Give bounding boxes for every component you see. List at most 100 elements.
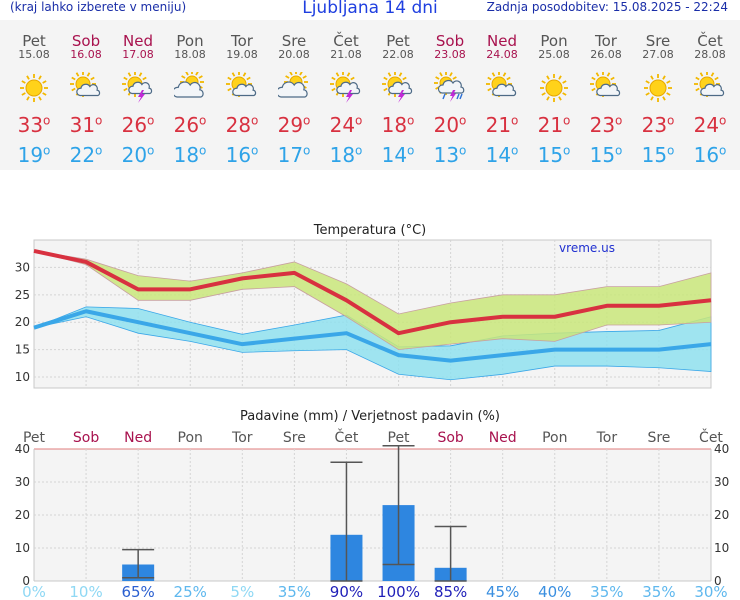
max-temp: 26o	[121, 113, 155, 137]
temperature-y-tick: 20	[15, 315, 30, 329]
precipitation-probability: 25%	[174, 583, 207, 600]
precipitation-probability: 45%	[486, 583, 519, 600]
max-temp-value: 23	[641, 113, 668, 137]
precipitation-probability: 85%	[434, 583, 467, 600]
precip-day-label: Pon	[542, 430, 567, 446]
precip-day-label: Sre	[283, 430, 306, 446]
temperature-y-tick: 25	[15, 288, 30, 302]
max-temp-value: 18	[381, 113, 408, 137]
sun-cloud-icon	[684, 71, 736, 108]
min-temp-value: 15	[537, 143, 564, 167]
min-temp: 15o	[641, 143, 675, 167]
precipitation-probability: 90%	[330, 583, 363, 600]
day-date: 22.08	[382, 48, 414, 61]
temperature-y-tick: 10	[15, 370, 30, 384]
max-temp: 29o	[277, 113, 311, 137]
precipitation-probability: 65%	[121, 583, 154, 600]
cloud-sun-icon	[164, 70, 216, 108]
precip-day-label: Pet	[23, 430, 46, 446]
temperature-y-tick: 30	[15, 260, 30, 274]
max-temp-value: 21	[537, 113, 564, 137]
max-temp-value: 26	[121, 113, 148, 137]
precipitation-probability: 35%	[278, 583, 311, 600]
min-temp-value: 18	[173, 143, 200, 167]
precipitation-probability: 35%	[642, 583, 675, 600]
max-temp: 33o	[17, 113, 51, 137]
max-temp-value: 31	[69, 113, 96, 137]
max-temp: 20o	[433, 113, 467, 137]
min-temp: 15o	[589, 143, 623, 167]
day-name: Ned	[487, 32, 517, 50]
precipitation-probability: 35%	[590, 583, 623, 600]
precip-day-label: Čet	[699, 428, 723, 446]
precipitation-y-tick-right: 10	[714, 541, 729, 555]
temperature-y-tick: 15	[15, 343, 30, 357]
max-temp-value: 20	[433, 113, 460, 137]
max-temp-value: 24	[693, 113, 720, 137]
precip-day-label: Tor	[596, 430, 618, 446]
precip-day-label: Pet	[388, 430, 411, 446]
day-name: Čet	[697, 32, 723, 50]
day-name: Sre	[281, 32, 307, 50]
min-temp: 14o	[485, 143, 519, 167]
precipitation-y-tick-right: 0	[714, 574, 722, 588]
day-name: Sob	[71, 32, 101, 50]
precipitation-probability: 100%	[377, 583, 420, 600]
min-temp: 22o	[69, 143, 103, 167]
min-temp: 14o	[381, 143, 415, 167]
min-temp: 16o	[693, 143, 727, 167]
max-temp-value: 24	[329, 113, 356, 137]
precipitation-y-tick-right: 40	[714, 442, 729, 456]
precipitation-probability: 5%	[230, 583, 254, 600]
precipitation-y-tick-left: 10	[15, 541, 30, 555]
sun-cloud-storm-icon	[112, 71, 164, 108]
min-temp: 17o	[277, 143, 311, 167]
day-date: 25.08	[538, 48, 570, 61]
day-name: Sob	[435, 32, 465, 50]
precipitation-y-tick-left: 40	[15, 442, 30, 456]
max-temp-value: 21	[485, 113, 512, 137]
min-temp-value: 15	[641, 143, 668, 167]
sun-icon	[632, 72, 684, 108]
precip-day-label: Sob	[437, 430, 463, 446]
max-temp-band	[33, 250, 712, 351]
precipitation-y-tick-right: 30	[714, 475, 729, 489]
day-date: 27.08	[642, 48, 674, 61]
day-date: 24.08	[486, 48, 518, 61]
min-temp: 18o	[329, 143, 363, 167]
precip-day-label: Ned	[124, 430, 152, 446]
day-name: Pet	[386, 32, 410, 50]
precipitation-y-tick-left: 0	[22, 574, 30, 588]
day-name: Sre	[645, 32, 671, 50]
sun-cloud-rain-storm-icon	[424, 71, 476, 108]
day-name: Čet	[333, 32, 359, 50]
precipitation-chart: Padavine (mm) / Verjetnost padavin (%) Pe…	[15, 409, 730, 600]
precip-day-label: Ned	[489, 430, 517, 446]
page-title: Ljubljana 14 dni	[302, 0, 438, 18]
max-temp: 23o	[641, 113, 675, 137]
max-temp-value: 26	[173, 113, 200, 137]
max-temp-value: 28	[225, 113, 252, 137]
max-temp-value: 29	[277, 113, 304, 137]
sun-cloud-storm-icon	[372, 71, 424, 108]
precip-day-label: Čet	[335, 428, 359, 446]
day-name: Pon	[176, 32, 204, 50]
precipitation-y-tick-right: 20	[714, 508, 729, 522]
day-date: 20.08	[278, 48, 310, 61]
max-temp: 21o	[537, 113, 571, 137]
sun-cloud-icon	[60, 71, 112, 108]
min-temp-line	[33, 309, 712, 363]
day-name: Tor	[595, 32, 617, 50]
location-hint: (kraj lahko izberete v meniju)	[10, 0, 187, 14]
day-date: 18.08	[174, 48, 206, 61]
min-temp: 19o	[17, 143, 51, 167]
day-date: 21.08	[330, 48, 362, 61]
min-temp: 18o	[173, 143, 207, 167]
max-temp: 26o	[173, 113, 207, 137]
max-temp-value: 23	[589, 113, 616, 137]
max-temp: 31o	[69, 113, 103, 137]
watermark-text: vreme.us	[559, 241, 615, 255]
min-temp-value: 15	[589, 143, 616, 167]
temperature-chart-title: Temperatura (°C)	[313, 223, 426, 238]
sun-cloud-icon	[216, 71, 268, 108]
